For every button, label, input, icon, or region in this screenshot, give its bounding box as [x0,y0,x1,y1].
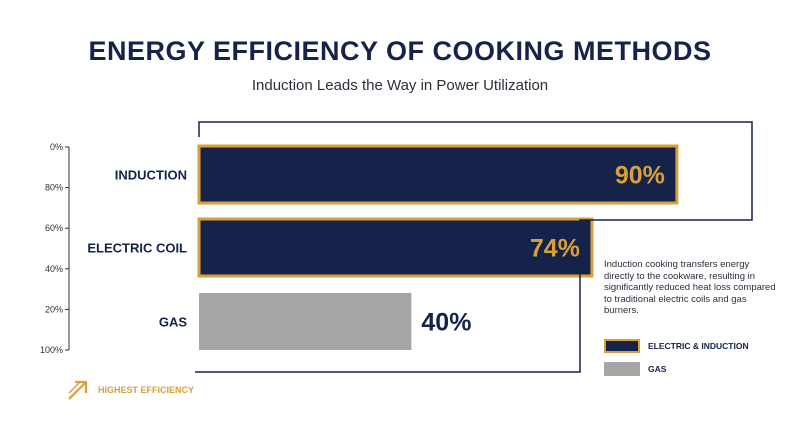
axis-tick-label: 60% [45,223,63,233]
data-label: 90% [615,162,665,190]
data-label: 40% [421,309,471,337]
axis-group: 0% 80% 60% 40% 20% 100% [40,142,70,355]
legend-label: ELECTRIC & INDUCTION [648,341,749,351]
data-label: 74% [530,235,580,263]
data-labels: 90% 74% 40% [421,162,665,337]
frame-outline [195,121,753,373]
arrow-up-right-icon [68,380,88,400]
axis-tick-label: 0% [50,142,63,152]
legend-item-electric-induction: ELECTRIC & INDUCTION [604,339,749,353]
axis-tick-label: 100% [40,345,63,355]
category-labels: INDUCTION ELECTRIC COIL GAS [87,168,187,330]
axis-tick-label: 20% [45,304,63,314]
annotation-text: Induction cooking transfers energy direc… [604,259,776,316]
axis-tick-label: 40% [45,264,63,274]
bar-electric-coil [197,217,594,278]
axis-tick-label: 80% [45,183,63,193]
highest-efficiency-badge: HIGHEST EFFICIENCY [66,378,194,402]
bar-gas [199,293,412,350]
legend-label: GAS [648,364,667,374]
legend-item-gas: GAS [604,362,666,376]
chart-subtitle: Induction Leads the Way in Power Utiliza… [251,77,549,94]
category-label: ELECTRIC COIL [87,241,187,256]
badge-label: HIGHEST EFFICIENCY [98,385,195,395]
category-label: GAS [159,315,188,330]
bars [197,144,679,350]
category-label: INDUCTION [115,168,187,183]
chart-title: ENERGY EFFICIENCY OF COOKING METHODS [88,36,712,66]
legend-swatch-navy [604,339,640,353]
bar-induction [197,144,679,205]
legend-swatch-gray [604,362,640,376]
